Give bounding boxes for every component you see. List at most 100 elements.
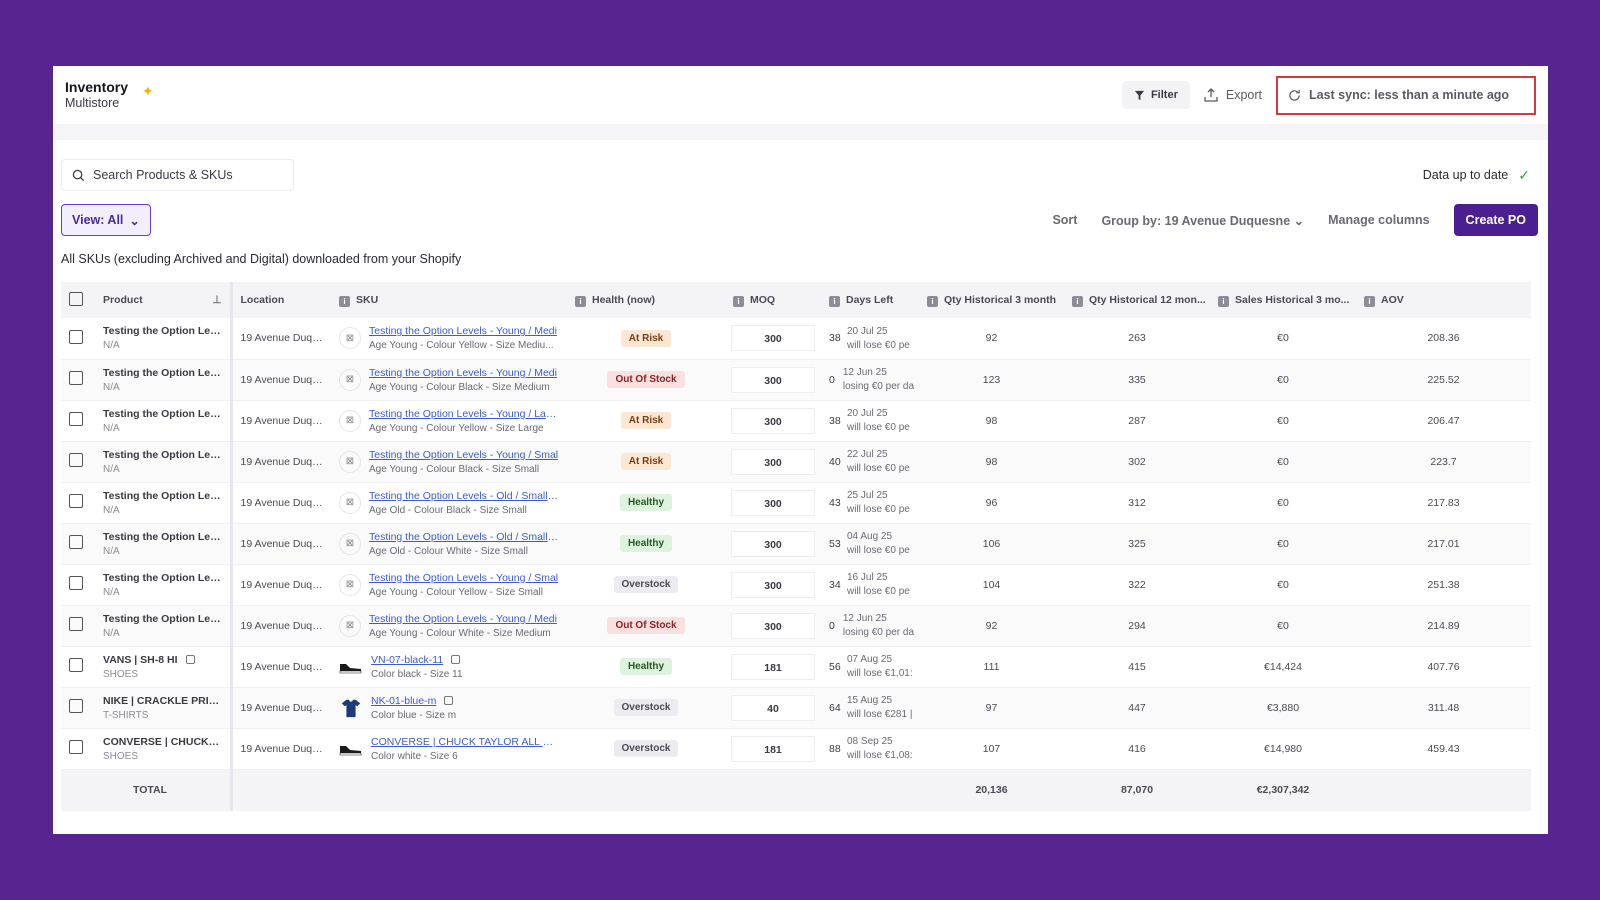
table-row[interactable]: Testing the Option Levels N/A 19 Avenue Du… [61,359,1531,400]
sku-link[interactable]: Testing the Option Levels - Young / Medi [369,325,557,337]
moq-input[interactable]: 300 [731,325,815,352]
table-row[interactable]: Testing the Option Levels N/A 19 Avenue Du… [61,564,1531,605]
sku-variant: Age Old - Colour Black - Size Small [369,504,527,516]
table-row[interactable]: NIKE | CRACKLE PRINT TE T-SHIRTS 19 Avenue… [61,687,1531,728]
row-checkbox[interactable] [69,412,83,426]
column-label: SKU [356,293,379,306]
row-select-cell [61,646,95,687]
pin-icon[interactable]: ⊥ [212,294,222,306]
row-checkbox[interactable] [69,658,83,672]
stockout-date: 08 Sep 25 [847,736,893,747]
row-checkbox[interactable] [69,371,83,385]
row-checkbox[interactable] [69,576,83,590]
column-header-aov[interactable]: i AOV [1356,282,1531,318]
column-header-location[interactable]: Location [231,282,331,318]
days-left-value: 0 [829,619,835,632]
stockout-date: 25 Jul 25 [847,490,888,501]
info-icon[interactable]: i [1072,295,1083,307]
days-left-cell: 64 15 Aug 25 will lose €281 | [821,687,919,728]
moq-input[interactable]: 300 [731,448,815,475]
copy-icon[interactable] [185,654,195,664]
select-all-checkbox[interactable] [69,291,83,306]
column-header-qty12[interactable]: i Qty Historical 12 mon... [1064,282,1210,318]
table-row[interactable]: Testing the Option Levels N/A 19 Avenue Du… [61,605,1531,646]
sku-link[interactable]: Testing the Option Levels - Young / Smal [369,449,558,461]
days-left-cell: 56 07 Aug 25 will lose €1,01: [821,646,919,687]
sort-button[interactable]: Sort [1052,213,1078,227]
product-name-text: VANS | SH-8 HI [103,653,178,666]
row-checkbox[interactable] [69,535,83,549]
column-header-sales3[interactable]: i Sales Historical 3 mo... [1210,282,1356,318]
location-cell: 19 Avenue Duqu... [240,373,327,386]
column-header-health[interactable]: i Health (now) [567,282,725,318]
sku-link[interactable]: Testing the Option Levels - Young / Smal [369,572,558,584]
info-icon[interactable]: i [575,295,586,307]
sku-link[interactable]: Testing the Option Levels - Young / Medi [369,367,557,379]
info-icon[interactable]: i [339,295,350,307]
sku-link-text: Testing the Option Levels - Young / Larg… [369,407,559,420]
view-dropdown[interactable]: View: All ⌄ [61,204,151,236]
moq-input[interactable]: 300 [731,366,815,393]
column-header-days-left[interactable]: i Days Left [821,282,919,318]
aov-cell: 217.01 [1427,537,1460,550]
create-po-button[interactable]: Create PO [1453,204,1538,236]
table-row[interactable]: CONVERSE | CHUCK TAYI SHOES 19 Avenue Duqu… [61,728,1531,769]
info-icon[interactable]: i [1364,295,1375,307]
column-header-moq[interactable]: i MOQ [725,282,821,318]
sku-variant: Age Old - Colour White - Size Small [369,545,528,557]
filter-button[interactable]: Filter [1121,81,1190,109]
table-row[interactable]: Testing the Option Levels N/A 19 Avenue Du… [61,400,1531,441]
table-row[interactable]: Testing the Option Levels N/A 19 Avenue Du… [61,523,1531,564]
sku-link[interactable]: NK-01-blue-m [371,695,456,707]
moq-input[interactable]: 300 [731,571,815,598]
image-placeholder-icon: ⊠ [339,532,361,555]
row-checkbox[interactable] [69,617,83,631]
moq-input[interactable]: 300 [731,530,815,557]
sku-link[interactable]: Testing the Option Levels - Young / Larg… [369,408,559,420]
sku-link[interactable]: VN-07-black-11 [371,654,463,666]
info-icon[interactable]: i [733,295,744,307]
info-icon[interactable]: i [829,295,840,307]
table-row[interactable]: Testing the Option Levels N/A 19 Avenue Du… [61,318,1531,359]
moq-input[interactable]: 40 [731,694,815,721]
sparkle-icon[interactable]: ✦ [142,82,154,99]
table-row[interactable]: Testing the Option Levels N/A 19 Avenue Du… [61,482,1531,523]
group-by-dropdown[interactable]: Group by: 19 Avenue Duquesne ⌄ [1101,213,1304,228]
row-checkbox[interactable] [69,740,83,754]
row-checkbox[interactable] [69,453,83,467]
column-header-product[interactable]: Product ⊥ [95,282,233,318]
table-row[interactable]: VANS | SH-8 HI SHOES 19 Avenue Duqu... VN-0… [61,646,1531,687]
sales3-cell: €14,424 [1264,660,1302,673]
sku-cell: VN-07-black-11 Color black - Size 11 [331,646,567,687]
row-checkbox[interactable] [69,494,83,508]
sku-link[interactable]: Testing the Option Levels - Old / Small … [369,490,559,502]
qty3-cell: 98 [985,455,998,468]
moq-input[interactable]: 300 [731,489,815,516]
data-status: Data up to date ✓ [1423,167,1530,184]
row-checkbox[interactable] [69,699,83,713]
manage-columns-button[interactable]: Manage columns [1328,213,1430,227]
info-icon[interactable]: i [927,295,938,307]
product-type: N/A [103,381,120,393]
sku-link[interactable]: Testing the Option Levels - Young / Medi [369,613,557,625]
table-row[interactable]: Testing the Option Levels N/A 19 Avenue Du… [61,441,1531,482]
sync-status[interactable]: Last sync: less than a minute ago [1276,75,1536,115]
qty12-cell: 302 [1128,455,1146,468]
sku-link[interactable]: CONVERSE | CHUCK TAYLOR ALL STAR I [371,736,559,748]
search-input[interactable]: Search Products & SKUs [61,159,294,191]
sku-link[interactable]: Testing the Option Levels - Old / Small … [369,531,559,543]
moq-input[interactable]: 300 [731,407,815,434]
copy-icon[interactable] [444,695,454,705]
days-left-value: 64 [829,701,841,714]
moq-input[interactable]: 300 [731,612,815,639]
export-button[interactable]: Export [1204,88,1262,102]
column-header-qty3[interactable]: i Qty Historical 3 month [919,282,1064,318]
qty3-cell: 92 [985,332,998,345]
column-header-sku[interactable]: i SKU [331,282,567,318]
product-cell: NIKE | CRACKLE PRINT TE T-SHIRTS [95,687,233,728]
moq-input[interactable]: 181 [731,735,815,762]
info-icon[interactable]: i [1218,295,1229,307]
row-checkbox[interactable] [69,329,83,344]
copy-icon[interactable] [451,654,461,664]
moq-input[interactable]: 181 [731,653,815,680]
